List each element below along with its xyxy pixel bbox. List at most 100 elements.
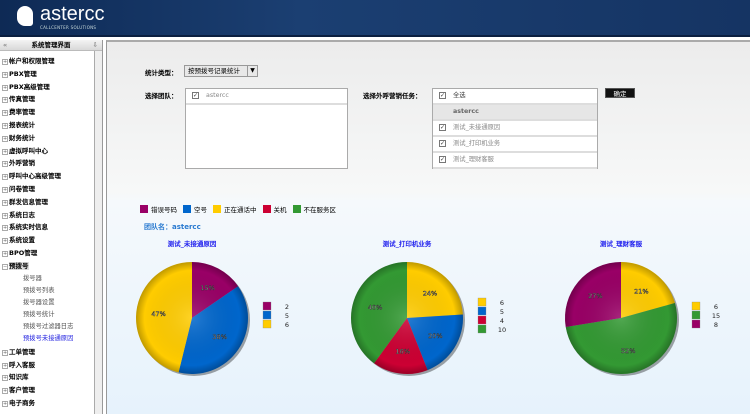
expand-icon[interactable]: + [2,212,8,219]
sidebar-subitem[interactable]: 预拨号未接通原因 [23,334,74,342]
sidebar-item-label: 群发信息管理 [9,197,48,206]
pie-legend-value: 6 [285,321,289,329]
sidebar-item[interactable]: + 财务统计 [2,132,35,142]
sidebar-item[interactable]: + 工单管理 [2,346,35,356]
checkbox-checked-icon[interactable]: ✓ [439,155,446,163]
expand-icon[interactable]: + [2,161,8,168]
expand-icon[interactable]: + [2,84,8,91]
sidebar-item-label: 系统设置 [9,236,35,245]
stat-type-label: 统计类型： [145,69,178,77]
pie-legend-value: 6 [500,299,504,307]
sidebar-item[interactable]: + BPO管理 [2,247,37,257]
stat-type-value: 按预拨号记录统计 [188,67,240,75]
sidebar-subitem[interactable]: 拨号器 [23,274,42,282]
team-name: astercc [206,92,229,99]
select-all-option[interactable]: ✓ 全选 [433,89,597,105]
sidebar-item[interactable]: + 电子商务 [2,397,35,407]
sidebar-subitem[interactable]: 预拨号列表 [23,286,55,294]
legend-swatch [140,205,148,213]
slice-label: 38% [212,333,226,341]
team-option[interactable]: ✓ astercc [186,89,347,105]
chart-title: 测试_打印机业务 [382,240,432,248]
checkbox-checked-icon[interactable]: ✓ [439,139,446,147]
expand-icon[interactable]: + [2,71,8,78]
task-option[interactable]: ✓ 测试_打印机业务 [433,137,597,153]
pie-legend-value: 5 [285,312,289,320]
expand-icon[interactable]: + [2,97,8,104]
sidebar-item-label: 外呼营销 [9,159,35,168]
sidebar-scrollbar[interactable] [94,51,102,414]
sidebar-item[interactable]: + 群发信息管理 [2,196,48,206]
sidebar-item[interactable]: + 知识库 [2,371,29,382]
slice-label: 27% [588,292,602,300]
sidebar-item[interactable]: + 系统日志 [2,209,35,219]
pie-legend-swatch [477,324,487,334]
checkbox-checked-icon[interactable]: ✓ [192,91,199,99]
sidebar-item[interactable]: + 问卷管理 [2,183,35,193]
checkbox-checked-icon[interactable]: ✓ [439,123,446,131]
collapse-icon[interactable]: « [3,41,8,49]
sidebar-item[interactable]: + PBX高级管理 [2,81,50,91]
team-list: ✓ astercc [185,88,348,169]
header-banner: astercc CALLCENTER SOLUTIONS [0,0,750,37]
task-option[interactable]: ✓ 测试_理财客服 [433,153,597,169]
expand-icon[interactable]: + [2,110,8,117]
expand-icon[interactable]: + [2,187,8,193]
pie-shading [351,262,463,374]
expand-icon[interactable]: + [2,225,8,232]
expand-icon[interactable]: + [2,251,8,257]
expand-icon[interactable]: + [2,199,8,206]
sidebar-item[interactable]: + 外呼营销 [2,157,35,168]
legend-label: 空号 [194,206,207,214]
sidebar-subitem[interactable]: 拨号器设置 [23,298,55,306]
legend-swatch [292,205,301,213]
confirm-button[interactable]: 确定 [605,88,635,98]
sidebar-item[interactable]: + 报表统计 [2,119,35,129]
pie-legend-value: 6 [714,303,718,311]
pie-legend-swatch [691,301,701,311]
checkbox-checked-icon[interactable]: ✓ [439,91,446,99]
legend-item: 空号 [183,204,207,214]
stat-type-select[interactable]: 按预拨号记录统计 ▼ [184,65,258,77]
sidebar-item-label: 问卷管理 [9,185,35,193]
sidebar-title: 系统管理界面 [31,41,71,49]
sidebar-item-label: 呼叫中心高级管理 [9,172,61,181]
sidebar-subitem[interactable]: 预拨号过滤器日志 [23,322,74,330]
pie-legend-value: 15 [712,312,720,320]
task-option[interactable]: ✓ 测试_未接通原因 [433,121,597,137]
pie-legend-swatch [691,310,701,320]
expand-icon[interactable]: + [2,135,8,142]
expand-icon[interactable]: + [2,349,8,356]
expand-icon[interactable]: + [2,123,8,129]
expand-icon[interactable]: + [2,362,8,369]
pie-shading [565,262,677,374]
sidebar-item[interactable]: + 呼入客服 [2,359,35,369]
task-group-header: astercc [433,105,597,121]
sidebar-item[interactable]: + 系统设置 [2,234,35,245]
expand-icon[interactable]: + [2,401,8,407]
sidebar-item-label: 帐户和权限管理 [9,57,55,65]
sidebar-item[interactable]: + 呼叫中心高级管理 [2,170,61,181]
sidebar-item[interactable]: + 系统实时信息 [2,221,48,232]
sidebar-subitem[interactable]: 预拨号统计 [23,310,55,318]
expand-icon[interactable]: + [2,388,8,395]
sidebar-item[interactable]: + 传真管理 [2,93,35,104]
expand-icon[interactable]: + [2,174,8,181]
sidebar-item[interactable]: + 虚拟呼叫中心 [2,145,48,155]
sidebar-item[interactable]: + 客户管理 [2,384,35,395]
sidebar-item-open[interactable]: − 预拨号 [2,260,29,270]
expand-icon[interactable]: + [2,238,8,245]
collapse-icon[interactable]: − [2,263,8,270]
pie-legend-value: 2 [285,303,289,311]
sidebar-item[interactable]: + PBX管理 [2,68,37,78]
sidebar-item[interactable]: + 帐户和权限管理 [2,55,55,65]
slice-label: 52% [621,347,635,355]
sidebar-item[interactable]: + 费率管理 [2,106,35,117]
expand-icon[interactable]: + [2,375,8,382]
chart-title: 测试_理财客服 [599,240,643,248]
sidebar-item-label: 知识库 [9,373,29,382]
expand-icon[interactable]: + [2,148,8,155]
team-title: 团队名：astercc [144,223,201,231]
expand-icon[interactable]: + [2,59,8,65]
pin-icon[interactable]: ⇩ [92,41,98,49]
